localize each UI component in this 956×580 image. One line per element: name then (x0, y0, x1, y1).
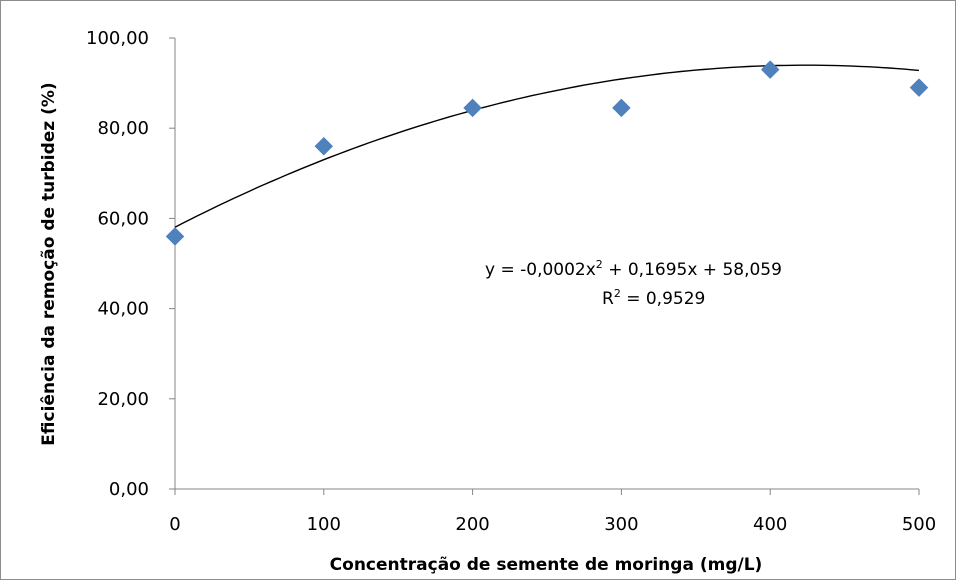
x-tick-label: 200 (455, 514, 489, 535)
data-point (314, 136, 334, 156)
y-axis-title: Eficiência da remoção de turbidez (%) (39, 82, 59, 445)
y-tick-label: 60,00 (97, 208, 149, 229)
data-points (165, 60, 929, 246)
data-point (463, 98, 482, 118)
x-tick-label: 100 (307, 514, 341, 535)
r-squared-label: R2 = 0,9529 (602, 287, 705, 309)
data-point (760, 60, 780, 79)
x-tick-label: 400 (753, 514, 787, 535)
y-tick-label: 20,00 (97, 389, 149, 410)
y-tick-label: 80,00 (97, 118, 149, 139)
x-axis: 0 100 200 300 400 500 (169, 488, 936, 535)
data-point (909, 78, 929, 97)
x-axis-title: Concentração de semente de moringa (mg/L… (330, 555, 763, 575)
data-point (165, 227, 185, 246)
y-tick-label: 100,00 (86, 28, 149, 49)
y-axis: 0,00 20,00 40,00 60,00 80,00 100,00 (86, 28, 176, 500)
trendline-equation: y = -0,0002x2 + 0,1695x + 58,059 (485, 258, 782, 280)
trendline (174, 64, 920, 228)
y-tick-label: 40,00 (97, 299, 149, 320)
x-tick-label: 300 (604, 514, 638, 535)
x-tick-label: 0 (169, 514, 180, 535)
y-tick-label: 0,00 (109, 479, 149, 500)
x-tick-label: 500 (902, 514, 936, 535)
data-point (612, 98, 631, 118)
